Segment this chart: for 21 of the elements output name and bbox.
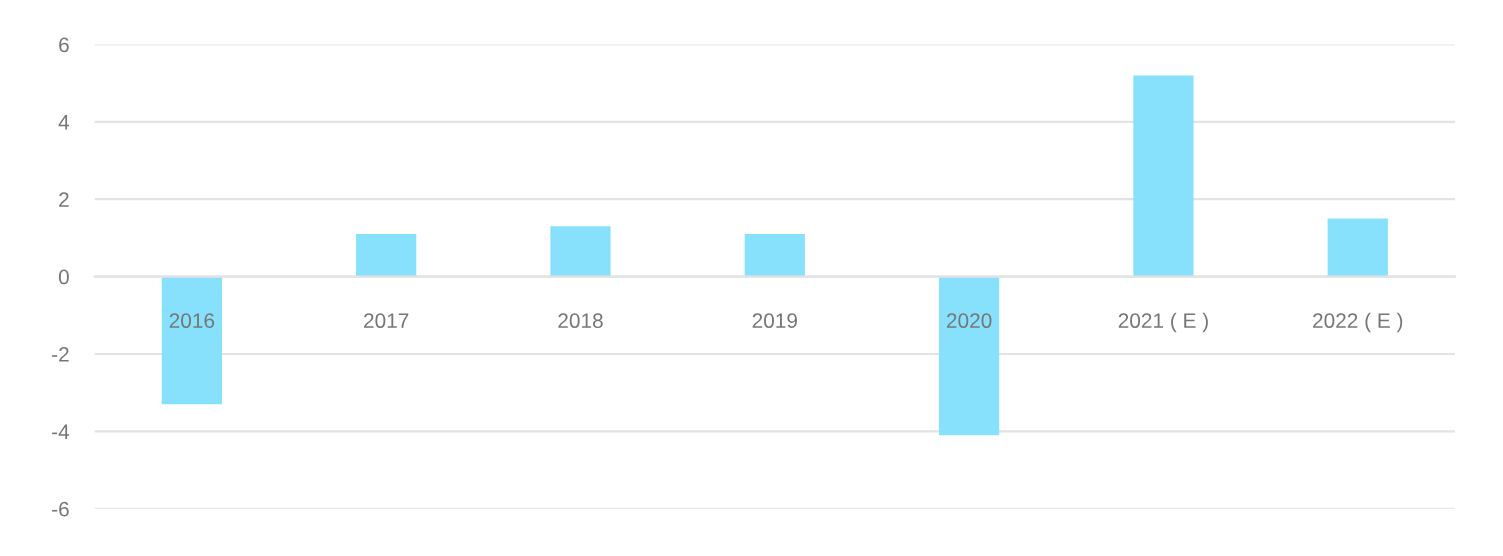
bar: [356, 234, 417, 277]
y-tick-label: -2: [52, 346, 69, 362]
y-tick-label: 6: [59, 37, 69, 53]
y-tick-label: -6: [52, 501, 69, 517]
bar: [1327, 218, 1388, 277]
bar: [938, 276, 1000, 436]
bar: [744, 234, 805, 277]
x-tick-label: 2019: [752, 313, 797, 329]
x-tick-label: 2022 ( E ): [1313, 312, 1403, 333]
x-tick-label: 2017: [364, 313, 409, 329]
y-tick-label: 4: [58, 115, 70, 130]
x-tick-label: 2020: [946, 313, 992, 329]
y-tick-label: -4: [52, 424, 70, 439]
y-tick-label: 0: [58, 269, 69, 285]
x-tick-label: 2021 ( E ): [1118, 312, 1208, 333]
x-tick-label: 2016: [169, 313, 215, 329]
bar: [161, 276, 222, 405]
y-tick-label: 2: [59, 192, 69, 207]
bar: [550, 226, 611, 277]
x-tick-label: 2018: [558, 313, 603, 329]
bar: [1133, 75, 1194, 277]
